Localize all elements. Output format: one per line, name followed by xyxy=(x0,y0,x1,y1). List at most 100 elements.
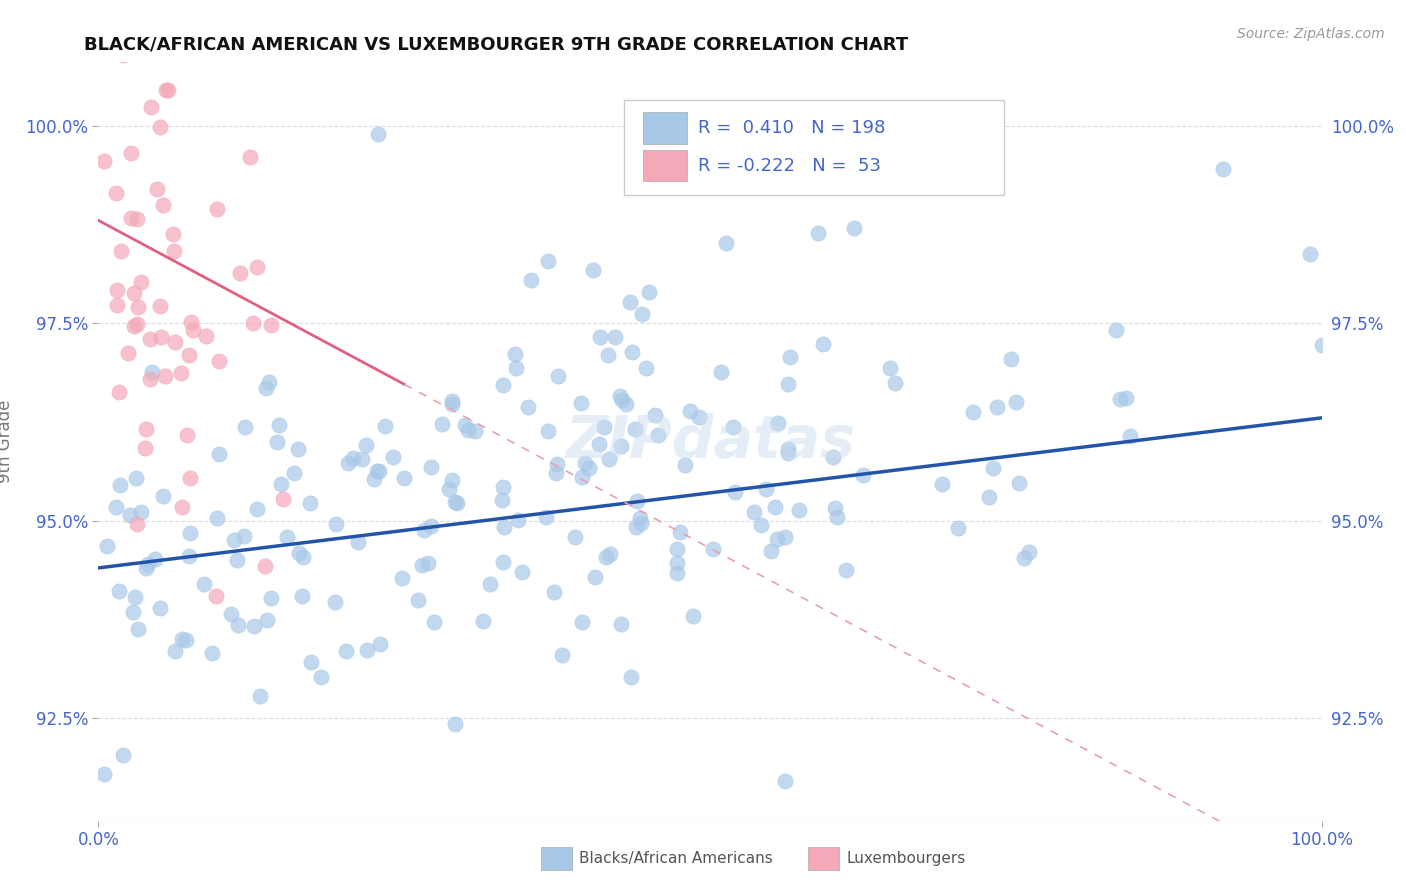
Point xyxy=(136,557,159,571)
Point xyxy=(381,450,404,464)
Point xyxy=(419,518,441,533)
Point xyxy=(1109,392,1132,407)
Point xyxy=(778,442,800,456)
Point xyxy=(537,424,560,438)
Point xyxy=(93,153,115,168)
Point xyxy=(193,577,215,591)
Text: Luxembourgers: Luxembourgers xyxy=(846,852,966,866)
Point xyxy=(666,566,689,581)
Point xyxy=(669,525,692,540)
Point xyxy=(131,275,153,289)
Point xyxy=(1299,247,1322,261)
Point xyxy=(583,570,606,584)
Point xyxy=(432,417,454,432)
Point xyxy=(323,595,346,609)
Point xyxy=(373,419,395,434)
Point xyxy=(153,368,176,383)
Point xyxy=(598,348,620,362)
Point xyxy=(110,244,132,258)
Point xyxy=(155,83,177,97)
Point xyxy=(418,557,440,571)
Point xyxy=(246,260,269,274)
Point xyxy=(1104,322,1126,336)
Point xyxy=(260,318,283,332)
Text: BLACK/AFRICAN AMERICAN VS LUXEMBOURGER 9TH GRADE CORRELATION CHART: BLACK/AFRICAN AMERICAN VS LUXEMBOURGER 9… xyxy=(84,36,908,54)
Point xyxy=(721,420,744,434)
Point xyxy=(1119,429,1142,443)
Point xyxy=(688,409,710,424)
Point xyxy=(626,493,648,508)
Point xyxy=(546,458,568,472)
Point xyxy=(1310,337,1333,351)
Point xyxy=(534,509,557,524)
Point xyxy=(505,361,527,376)
Point xyxy=(157,83,180,97)
Point xyxy=(824,501,846,516)
Point xyxy=(807,227,830,241)
Point xyxy=(122,605,145,619)
Point xyxy=(588,437,610,451)
Point xyxy=(628,510,651,524)
Point xyxy=(127,623,149,637)
Point xyxy=(105,186,128,200)
Point xyxy=(152,197,174,211)
FancyBboxPatch shape xyxy=(643,112,686,145)
Point xyxy=(253,559,276,574)
Point xyxy=(170,632,193,647)
Point xyxy=(363,472,385,486)
Point xyxy=(624,422,647,436)
Point xyxy=(239,150,262,164)
Point xyxy=(508,513,530,527)
Point xyxy=(179,470,201,484)
Point xyxy=(149,299,172,313)
Point xyxy=(125,317,148,331)
Point xyxy=(125,212,148,227)
Point xyxy=(177,348,200,362)
Point xyxy=(163,644,186,658)
Point xyxy=(755,482,778,496)
Point xyxy=(139,100,162,114)
Point xyxy=(120,508,142,523)
Point xyxy=(246,502,269,516)
Point xyxy=(630,307,652,321)
Point xyxy=(174,633,197,648)
Point xyxy=(146,182,169,196)
Point xyxy=(1012,551,1035,566)
Point xyxy=(503,347,526,361)
Point xyxy=(219,607,242,621)
Point xyxy=(117,345,139,359)
Point xyxy=(702,541,724,556)
Point xyxy=(821,450,844,464)
Point xyxy=(620,345,643,359)
Point xyxy=(93,766,115,780)
Point xyxy=(598,452,620,467)
Point xyxy=(411,558,433,573)
Point xyxy=(139,332,162,346)
Point xyxy=(291,590,314,604)
Point xyxy=(619,295,641,310)
Point xyxy=(342,450,364,465)
Point xyxy=(673,458,696,473)
Point xyxy=(112,48,135,62)
Point xyxy=(571,469,593,483)
Point xyxy=(162,227,184,242)
Point xyxy=(235,419,257,434)
Point xyxy=(122,286,145,301)
Point xyxy=(163,244,186,259)
Point xyxy=(259,375,281,389)
Point xyxy=(391,572,413,586)
Point xyxy=(592,420,614,434)
Point xyxy=(350,452,373,467)
Point xyxy=(249,690,271,704)
Point xyxy=(114,26,136,40)
Point xyxy=(129,505,152,519)
Point xyxy=(634,360,657,375)
Point xyxy=(170,500,193,515)
Point xyxy=(356,438,378,452)
Point xyxy=(630,516,652,530)
Point xyxy=(759,544,782,558)
Point xyxy=(336,456,359,470)
Point xyxy=(207,202,229,216)
Point xyxy=(1004,394,1026,409)
Point xyxy=(127,301,149,315)
